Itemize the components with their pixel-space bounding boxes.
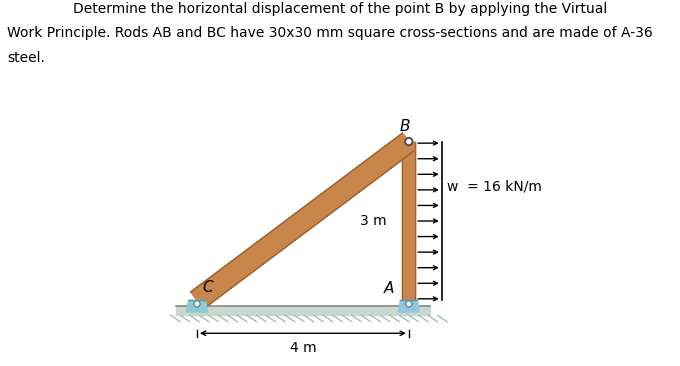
Polygon shape bbox=[398, 300, 420, 312]
Circle shape bbox=[405, 138, 413, 145]
Text: Determine the horizontal displacement of the point B by applying the Virtual: Determine the horizontal displacement of… bbox=[73, 2, 607, 16]
Bar bbox=[403, 142, 415, 300]
Circle shape bbox=[194, 301, 200, 307]
Text: B: B bbox=[399, 119, 410, 134]
Text: C: C bbox=[203, 280, 213, 295]
Polygon shape bbox=[186, 300, 207, 312]
Text: 3 m: 3 m bbox=[360, 214, 387, 228]
Bar bbox=[176, 306, 430, 315]
Circle shape bbox=[406, 301, 412, 307]
Text: w  = 16 kN/m: w = 16 kN/m bbox=[447, 179, 542, 193]
Text: A: A bbox=[384, 281, 394, 296]
Polygon shape bbox=[190, 133, 415, 309]
Text: Work Principle. Rods AB and BC have 30x30 mm square cross-sections and are made : Work Principle. Rods AB and BC have 30x3… bbox=[7, 26, 653, 40]
Text: steel.: steel. bbox=[7, 51, 45, 64]
Text: 4 m: 4 m bbox=[290, 341, 316, 355]
